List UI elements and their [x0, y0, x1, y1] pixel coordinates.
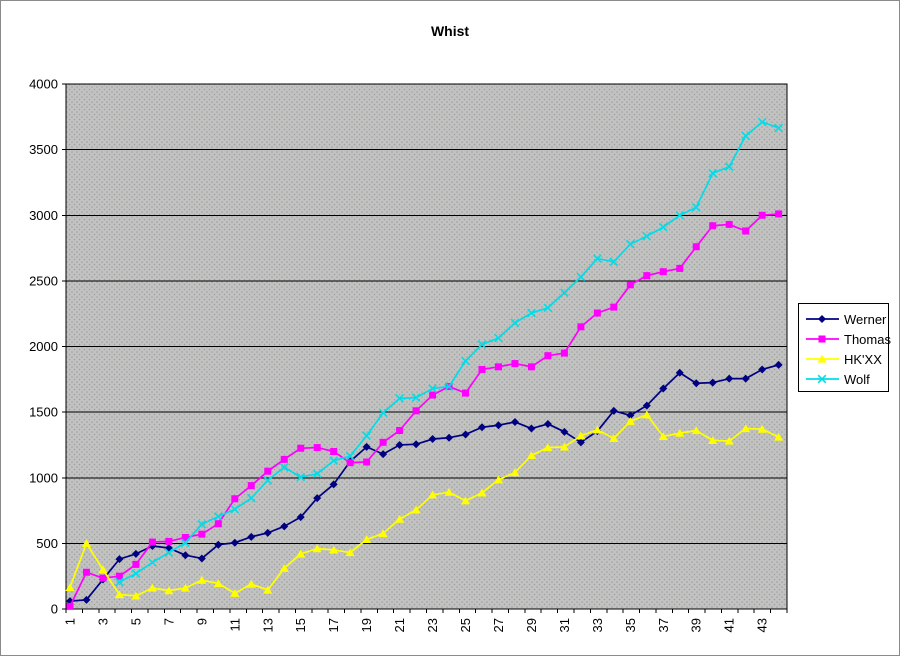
x-axis-label: 5 [128, 618, 143, 625]
y-axis-label: 3500 [29, 142, 58, 157]
y-axis-label: 2000 [29, 339, 58, 354]
series-werner [66, 360, 783, 606]
thomas-line-marker-icon [805, 333, 841, 345]
x-axis-label: 41 [722, 618, 737, 632]
legend-item-thomas: Thomas [799, 329, 891, 349]
x-axis-ticks [65, 609, 788, 613]
legend-item-werner: Werner [799, 309, 888, 329]
legend-label-wolf: Wolf [844, 371, 870, 387]
x-axis-label: 43 [755, 618, 770, 632]
x-axis-label: 35 [623, 618, 638, 632]
x-axis-label: 19 [359, 618, 374, 632]
series-hk-xx [65, 410, 784, 600]
werner-line-marker-icon [805, 313, 841, 325]
x-axis-label: 21 [392, 618, 407, 632]
x-axis-label: 15 [293, 618, 308, 632]
legend-item-hkxx: HK'XX [799, 349, 888, 369]
x-axis-label: 25 [458, 618, 473, 632]
x-axis-label: 7 [161, 618, 176, 625]
wolf-line-marker-icon [805, 373, 841, 385]
x-axis-label: 3 [95, 618, 110, 625]
x-axis-label: 33 [590, 618, 605, 632]
gridlines [62, 83, 787, 610]
legend: Werner Thomas HK'XX Wolf [798, 303, 891, 392]
y-axis-label: 1000 [29, 470, 58, 485]
y-axis-label: 4000 [29, 77, 58, 92]
chart-title: Whist [430, 23, 470, 39]
x-axis-label: 31 [557, 618, 572, 632]
y-axis-label: 3000 [29, 208, 58, 223]
y-axis-label: 1500 [29, 405, 58, 420]
x-axis-label: 11 [227, 618, 242, 632]
x-axis-label: 23 [425, 618, 440, 632]
x-axis-label: 29 [524, 618, 539, 632]
legend-label-thomas: Thomas [844, 331, 891, 347]
y-axis-labels: 0 500 1000 1500 2000 2500 3000 3500 4000 [29, 77, 58, 617]
hkxx-line-marker-icon [805, 353, 841, 365]
legend-label-hkxx: HK'XX [844, 351, 882, 367]
y-axis-label: 2500 [29, 273, 58, 288]
legend-label-werner: Werner [844, 311, 887, 327]
y-axis-label: 500 [36, 536, 58, 551]
x-axis-labels: 1 3 5 7 9 11 13 15 17 19 21 23 25 27 29 31 33 35 37 39 41 43 [63, 618, 770, 632]
legend-item-wolf: Wolf [799, 369, 888, 389]
series-thomas [66, 210, 783, 610]
x-axis-label: 9 [194, 618, 209, 625]
x-axis-label: 37 [656, 618, 671, 632]
x-axis-label: 13 [260, 618, 275, 632]
series-wolf [115, 117, 784, 587]
y-axis-label: 0 [51, 602, 58, 617]
x-axis-label: 1 [63, 618, 78, 625]
x-axis-label: 39 [689, 618, 704, 632]
x-axis-label: 27 [491, 618, 506, 632]
x-axis-label: 17 [326, 618, 341, 632]
